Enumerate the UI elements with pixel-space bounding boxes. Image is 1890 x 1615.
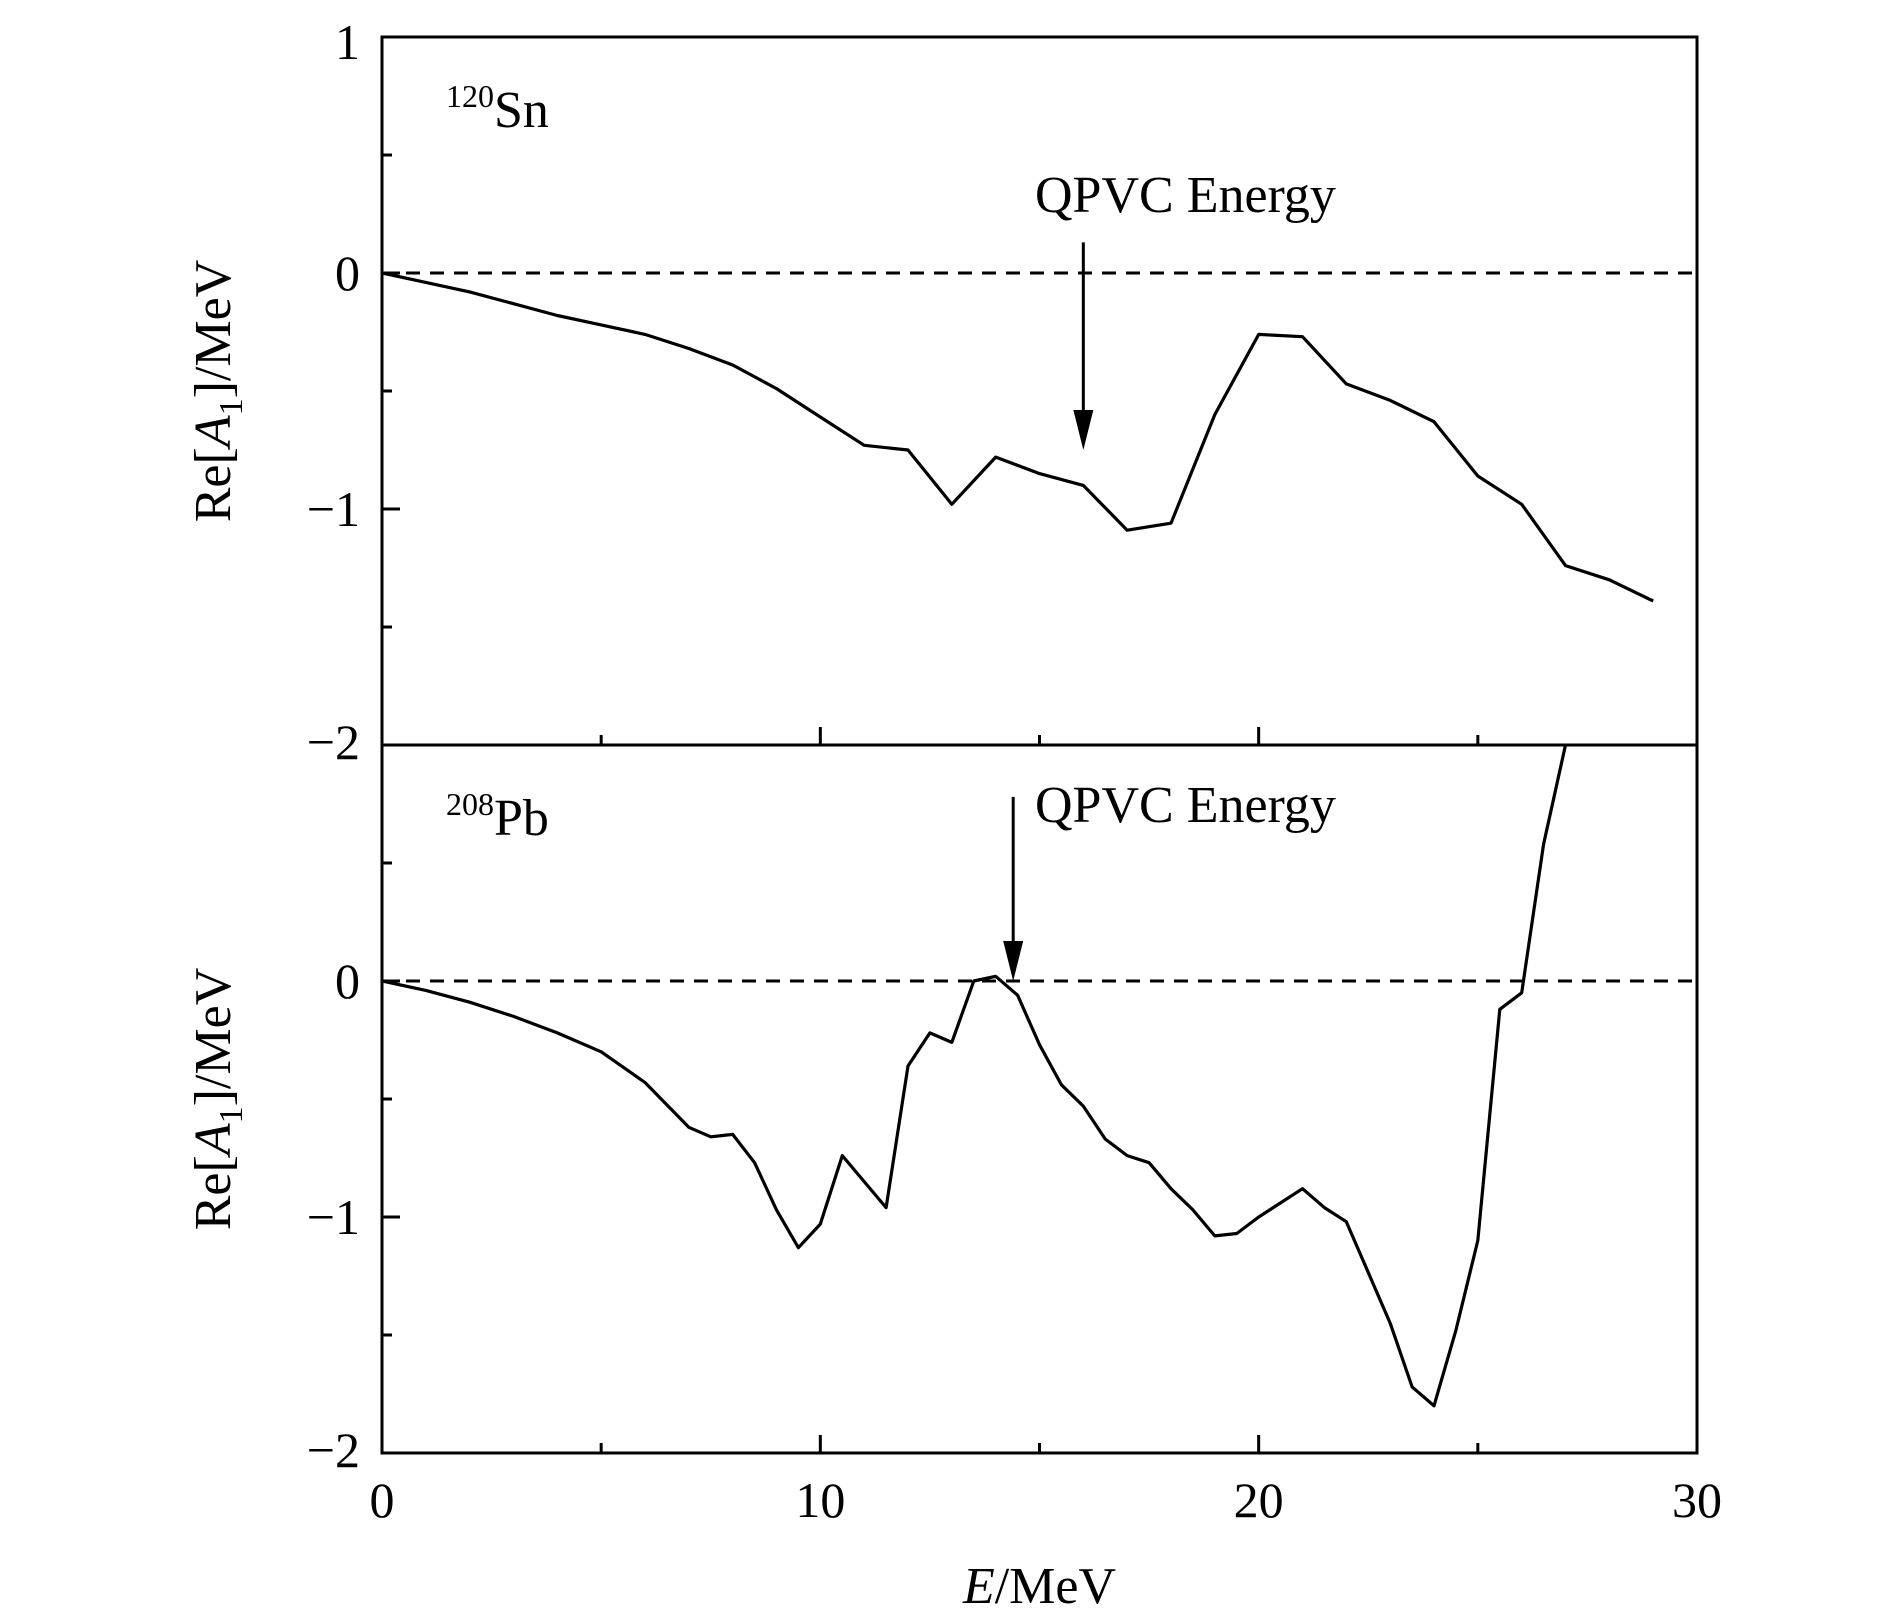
plot-frame [380,35,1699,747]
y-tick-label: 1 [335,14,360,70]
nucleus-label: 120Sn [446,78,549,139]
x-tick-label: 30 [1672,1472,1722,1528]
annotation-arrow-head [1003,941,1024,981]
series-line-pb [382,745,1568,1408]
y-tick-label: −2 [307,714,360,770]
y-tick-label: −1 [307,1189,360,1245]
annotation-arrow-head [1073,410,1094,450]
y-tick-label: −1 [307,481,360,537]
y-axis-label: Re[A1]/MeV [185,260,250,523]
panel-sn: 1 0 −1 −2 Re[A1]/MeV 120Sn QPVC Energy [185,14,1699,770]
y-tick-label: 0 [335,953,360,1009]
qpvc-energy-label: QPVC Energy [1035,777,1336,834]
plot-frame [380,743,1699,1455]
y-tick-label: 0 [335,245,360,301]
x-axis-label: E/MeV [962,1558,1116,1615]
y-axis-label: Re[A1]/MeV [185,968,250,1231]
series-line-sn [382,271,1654,603]
nucleus-label: 208Pb [446,786,549,847]
x-tick-label: 0 [370,1472,395,1528]
y-tick-label: −2 [307,1422,360,1478]
x-tick-label: 10 [795,1472,845,1528]
x-tick-label: 20 [1234,1472,1284,1528]
qpvc-energy-label: QPVC Energy [1035,167,1336,224]
